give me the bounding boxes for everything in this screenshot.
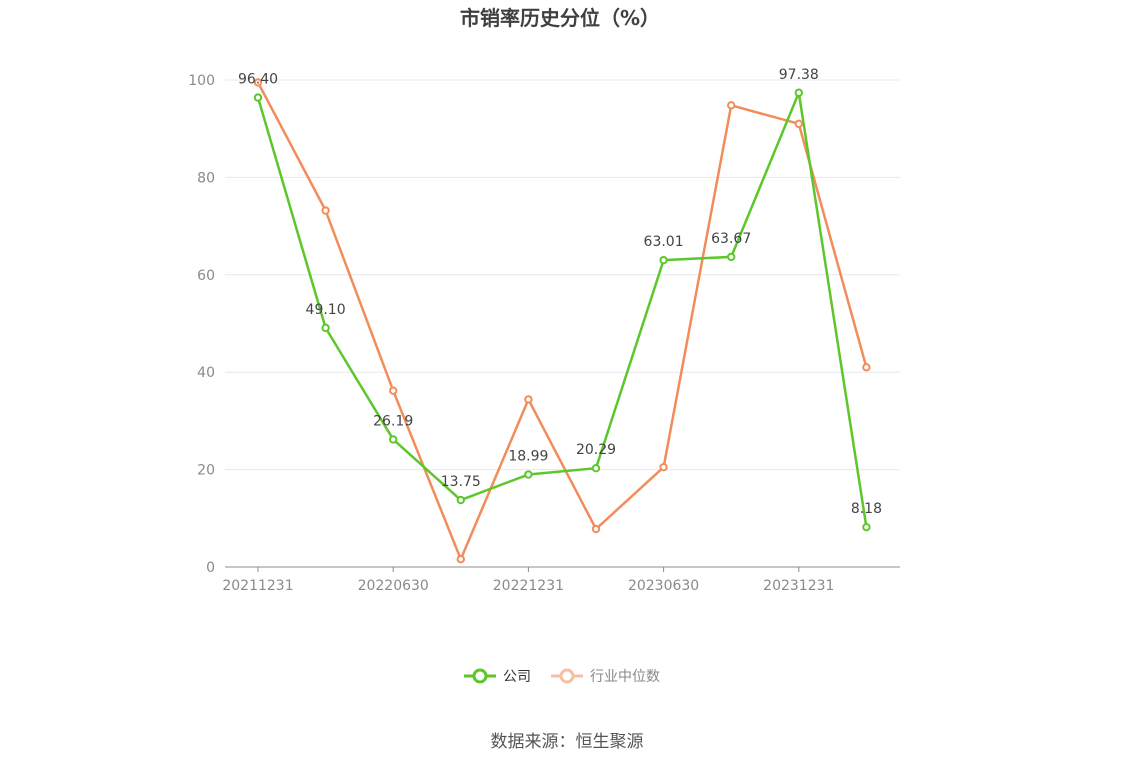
data-point-company[interactable]: [659, 255, 668, 265]
series-line-industry-median: [256, 81, 868, 561]
data-label-company: 26.19: [373, 413, 413, 429]
legend-swatch-marker: [472, 668, 488, 684]
data-point-company[interactable]: [591, 463, 601, 473]
legend-label-industry-median: 行业中位数: [590, 669, 660, 685]
y-tick-label: 100: [188, 73, 215, 89]
y-tick-label: 40: [197, 365, 215, 381]
data-label-company: 97.38: [779, 67, 819, 83]
data-point-industry-median[interactable]: [456, 555, 465, 564]
data-point-industry-median[interactable]: [253, 78, 263, 87]
axes: 0 20 40 60 80 100 20211231 20220630 20221231 2023…: [188, 73, 900, 594]
y-tick-label: 60: [197, 268, 215, 284]
data-label-company: 20.29: [576, 442, 616, 458]
data-point-company[interactable]: [727, 252, 736, 262]
series-lines: [256, 81, 868, 561]
y-tick-label: 80: [197, 170, 215, 186]
grid-lines: [225, 79, 900, 471]
data-point-industry-median[interactable]: [321, 206, 330, 215]
data-label-company: 13.75: [441, 474, 481, 490]
data-point-company[interactable]: [862, 522, 871, 532]
x-tick-label: 20220630: [358, 578, 429, 594]
data-point-industry-median[interactable]: [524, 395, 533, 404]
chart-title: 市销率历史分位（%）: [460, 6, 660, 30]
data-point-industry-median[interactable]: [591, 524, 601, 534]
legend: 公司 行业中位数: [464, 668, 660, 685]
legend-label-company: 公司: [503, 669, 531, 685]
data-label-company: 63.01: [644, 234, 684, 250]
data-label-company: 63.67: [711, 231, 751, 247]
data-point-company[interactable]: [253, 93, 263, 102]
data-point-industry-median[interactable]: [794, 119, 803, 129]
legend-item-company[interactable]: 公司: [464, 668, 531, 685]
data-point-company[interactable]: [794, 88, 803, 97]
data-point-company[interactable]: [456, 495, 465, 505]
data-point-industry-median[interactable]: [862, 363, 871, 372]
data-point-industry-median[interactable]: [727, 101, 736, 110]
x-tick-label: 20221231: [493, 578, 564, 594]
data-point-industry-median[interactable]: [389, 386, 398, 395]
data-point-company[interactable]: [524, 470, 533, 479]
data-labels: 96.40 49.10 26.19 13.75 18.99 20.29 63.01 63.67…: [238, 67, 882, 517]
y-tick-label: 0: [206, 560, 215, 576]
data-point-company[interactable]: [389, 435, 398, 444]
data-label-company: 49.10: [306, 302, 346, 318]
data-label-company: 96.40: [238, 72, 278, 88]
series-line-company: [256, 91, 868, 529]
x-tick-label: 20230630: [628, 578, 699, 594]
source-note: 数据来源：恒生聚源: [491, 732, 644, 752]
data-label-company: 18.99: [508, 449, 548, 465]
x-tick-label: 20231231: [763, 578, 834, 594]
x-tick-label: 20211231: [222, 578, 293, 594]
legend-swatch-marker: [559, 668, 575, 684]
data-point-company[interactable]: [321, 323, 330, 333]
data-points: [253, 78, 871, 564]
data-point-industry-median[interactable]: [659, 462, 668, 472]
legend-item-industry-median[interactable]: 行业中位数: [551, 668, 660, 685]
data-label-company: 8.18: [851, 501, 882, 517]
y-tick-label: 20: [197, 463, 215, 479]
